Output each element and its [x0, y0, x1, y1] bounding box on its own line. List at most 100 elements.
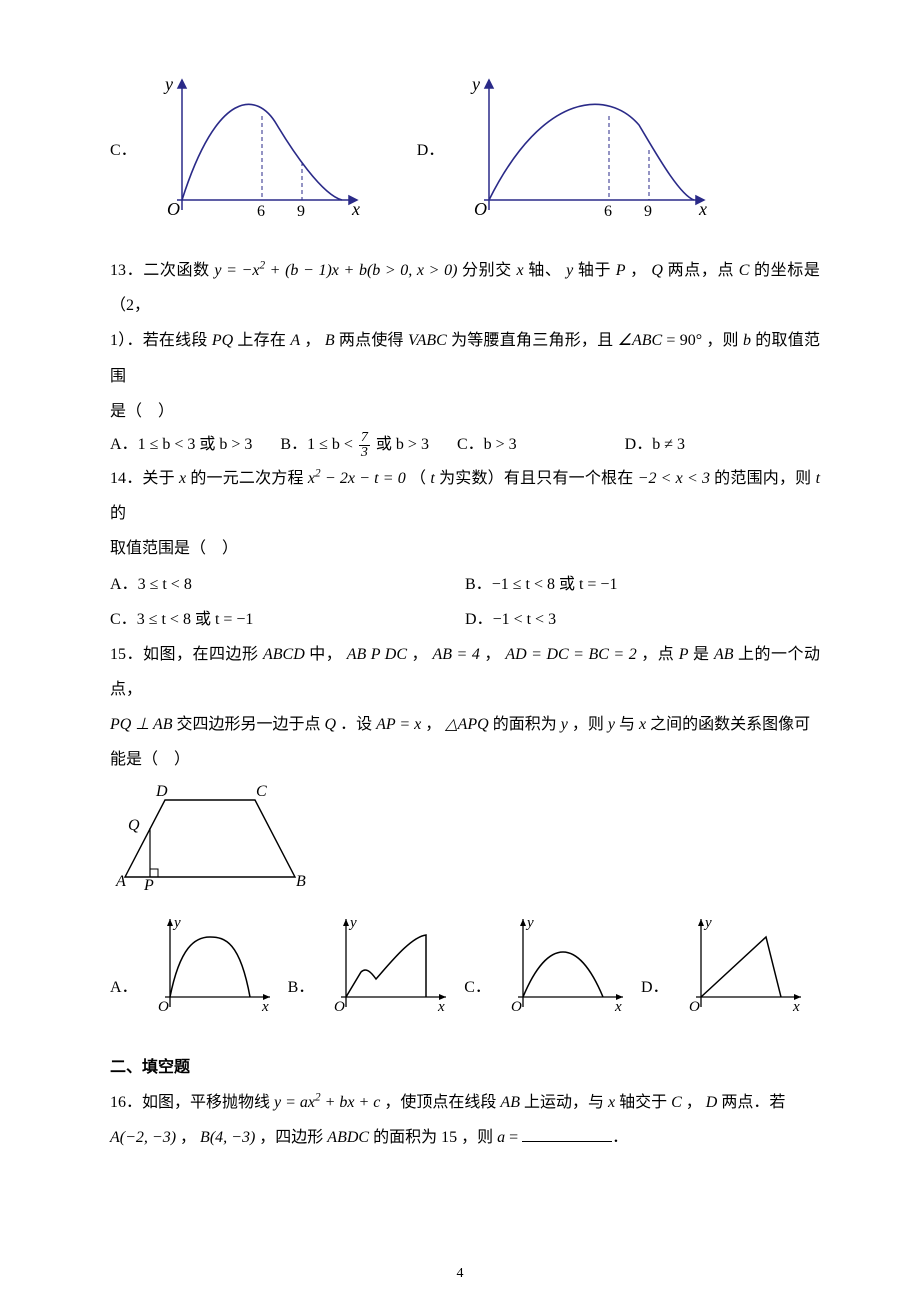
q15-APx: AP = x	[376, 716, 421, 733]
q14-l1e: 的范围内，则	[714, 470, 811, 487]
svg-text:y: y	[163, 74, 173, 94]
q13-num: 7	[359, 431, 370, 446]
q15Al: A．	[110, 973, 138, 997]
q15Dl: D．	[641, 973, 669, 997]
graph-c-svg: y x O 6 9	[147, 70, 367, 220]
q15-PQAB: PQ ⊥ AB	[110, 716, 173, 733]
q13-text: 13．二次函数 y = −x2 + (b − 1)x + b(b > 0, x …	[110, 253, 820, 429]
svg-text:y: y	[470, 74, 480, 94]
q13-optC-l: C．	[457, 436, 484, 453]
q13-90: = 90°	[662, 332, 702, 349]
q15-ADDCBC2: AD = DC = BC = 2	[505, 646, 636, 663]
q15Bl: B．	[288, 973, 315, 997]
q13A1: 1 ≤	[138, 436, 163, 453]
q16-expr2: + bx + c	[321, 1094, 381, 1111]
q13-frac: 73	[359, 431, 370, 460]
q14e7: = 0	[379, 470, 406, 487]
q14-l1b: 的一元二次方程	[190, 470, 303, 487]
q13-optB-l: B．	[280, 436, 307, 453]
q13Cb: b	[484, 436, 492, 453]
q13-eq: = −	[221, 262, 252, 279]
q13-cond: (b > 0, x > 0)	[367, 262, 457, 279]
svg-text:y: y	[703, 915, 712, 931]
q13-ang: ∠ABC	[618, 332, 663, 349]
svg-text:y: y	[525, 915, 534, 931]
q14r1: −2 <	[638, 470, 676, 487]
q14At: 3 ≤ t < 8	[138, 576, 192, 593]
q14Ct: 3 ≤ t < 8 或 t = −1	[137, 611, 254, 628]
q15-l2b: 交四边形另一边于点	[177, 716, 321, 733]
q13-A: A	[290, 332, 300, 349]
q15-AB4: AB = 4	[433, 646, 480, 663]
trapezoid-svg: A B C D P Q	[110, 782, 310, 892]
q15-l1d: ，	[484, 646, 501, 663]
q14-l1f: 的	[110, 505, 126, 522]
q14-t: t	[430, 470, 434, 487]
q15-l1f: 是	[693, 646, 710, 663]
q15-l3: 能是（ ）	[110, 751, 190, 768]
graph-d: y x O 6 9	[454, 70, 714, 225]
option-c-label: C．	[110, 136, 137, 160]
q14Dt: −1 < t < 3	[493, 611, 557, 628]
q15-optA: A． y x O	[110, 907, 280, 1017]
svg-text:x: x	[792, 999, 800, 1015]
q13-l1f: 两点，点	[668, 262, 735, 279]
svg-text:x: x	[698, 199, 707, 219]
q13-l1e: ，	[630, 262, 647, 279]
q15-AB: AB	[714, 646, 734, 663]
q15B-svg: y x O	[316, 907, 456, 1017]
q13B2: <	[340, 436, 357, 453]
q13-l2c: ，	[304, 332, 320, 349]
svg-text:O: O	[167, 199, 180, 219]
svg-text:y: y	[172, 915, 181, 931]
q15-l1c: ，	[412, 646, 429, 663]
q15-l2c: ．设	[340, 716, 372, 733]
q15-l2h: 之间的函数关系图像可	[650, 716, 810, 733]
q16-blank	[522, 1125, 612, 1142]
option-d-label: D．	[417, 136, 445, 160]
q15-l1e: ，点	[641, 646, 674, 663]
svg-text:O: O	[511, 999, 522, 1015]
svg-text:x: x	[614, 999, 622, 1015]
q14Cl: C．	[110, 611, 137, 628]
q13-b2: b	[359, 262, 367, 279]
svg-text:x: x	[437, 999, 445, 1015]
q13A2: < 3 或	[170, 436, 219, 453]
q13-l2f: ，则	[706, 332, 738, 349]
q13-PQ: PQ	[212, 332, 233, 349]
svg-text:O: O	[334, 999, 345, 1015]
q15-Q: Q	[325, 716, 337, 733]
q13-l2b: 上存在	[237, 332, 286, 349]
q16-l2e: ，则	[461, 1129, 493, 1146]
q14e5: −	[355, 470, 374, 487]
svg-text:D: D	[155, 783, 168, 800]
graph-d-svg: y x O 6 9	[454, 70, 714, 220]
q13B4: > 3	[404, 436, 429, 453]
q14-l1a: 14．关于	[110, 470, 175, 487]
q14-optC: C．3 ≤ t < 8 或 t = −1	[110, 602, 465, 637]
q16-l1a: 16．如图，平移抛物线	[110, 1094, 270, 1111]
q16-l1e: ，	[686, 1094, 702, 1111]
q14-l1d: 为实数）有且只有一个根在	[439, 470, 633, 487]
q13B3: 或	[372, 436, 396, 453]
svg-text:y: y	[348, 915, 357, 931]
q15-y: y	[561, 716, 568, 733]
svg-text:O: O	[474, 199, 487, 219]
q15-x2: x	[639, 716, 646, 733]
q15-l1a: 15．如图，在四边形	[110, 646, 258, 663]
q15-trapezoid: A B C D P Q	[110, 782, 820, 897]
page-number: 4	[0, 1266, 920, 1282]
svg-text:6: 6	[604, 203, 612, 220]
q13-l2e: 为等腰直角三角形，且	[451, 332, 613, 349]
q16-text: 16．如图，平移抛物线 y = ax2 + bx + c ，使顶点在线段 AB …	[110, 1085, 820, 1155]
q15-ABpDC: AB P DC	[347, 646, 407, 663]
q15-y2: y	[608, 716, 615, 733]
q14Bl: B．	[465, 576, 492, 593]
q13-xl: x	[517, 262, 524, 279]
q13-Q: Q	[651, 262, 663, 279]
q13-yl: y	[566, 262, 573, 279]
q16-l1b: ，使顶点在线段	[384, 1094, 496, 1111]
q13C1: > 3	[492, 436, 517, 453]
q15-options: A． y x O B． y x O	[110, 907, 820, 1017]
q15D-svg: y x O	[671, 907, 811, 1017]
